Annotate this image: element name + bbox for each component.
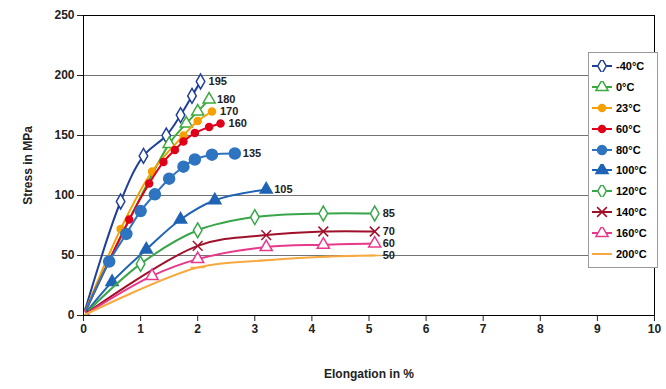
svg-text:0: 0 [68,308,75,322]
svg-text:Stress in MPa: Stress in MPa [21,126,35,205]
html-text:0°C: 0°C [616,81,635,94]
html-text:-40°C: -40°C [616,60,645,73]
html-text:120°C: 120°C [616,185,647,198]
svg-text:250: 250 [54,8,74,22]
svg-text:195: 195 [209,75,227,87]
svg-text:150: 150 [54,128,74,142]
svg-text:85: 85 [383,207,395,219]
svg-text:6: 6 [423,322,430,336]
svg-text:9: 9 [594,322,601,336]
html-text:100°C: 100°C [616,164,647,177]
svg-text:0: 0 [80,322,87,336]
svg-text:1: 1 [137,322,144,336]
svg-text:60: 60 [383,237,395,249]
html-text:140°C: 140°C [616,206,647,218]
svg-text:180: 180 [217,93,235,105]
svg-text:105: 105 [274,183,292,195]
svg-text:2: 2 [194,322,201,336]
svg-text:200: 200 [54,68,74,82]
html-text:60°C: 60°C [616,122,641,135]
svg-text:160: 160 [229,117,247,129]
html-text:80°C: 80°C [616,143,641,156]
html-text:160°C: 160°C [616,226,647,239]
svg-text:135: 135 [243,147,261,159]
svg-text:8: 8 [537,322,544,336]
svg-text:170: 170 [220,105,238,117]
svg-text:50: 50 [383,249,395,261]
html-text:200°C: 200°C [616,247,647,260]
html-text:23°C: 23°C [616,102,641,114]
svg-text:4: 4 [309,322,316,336]
svg-text:5: 5 [366,322,373,336]
svg-text:3: 3 [251,322,258,336]
svg-text:50: 50 [61,248,75,262]
svg-text:100: 100 [54,188,74,202]
svg-text:10: 10 [648,322,662,336]
svg-text:70: 70 [383,225,395,237]
svg-text:7: 7 [480,322,487,336]
svg-text:Elongation in %: Elongation in % [324,367,414,381]
